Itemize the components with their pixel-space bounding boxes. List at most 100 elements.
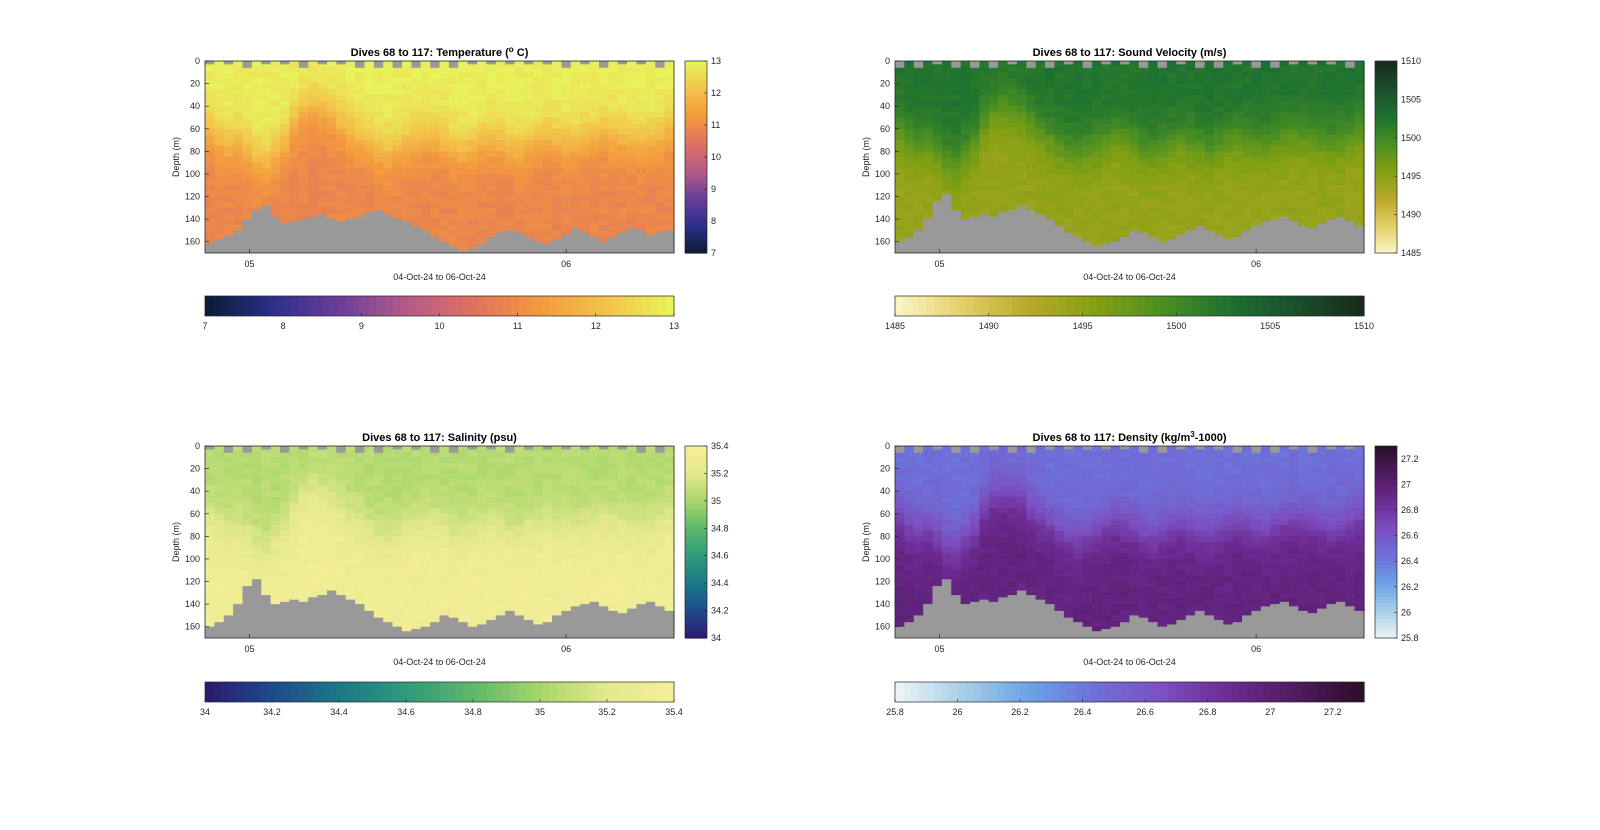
heatmap-cell [477,145,487,152]
heatmap-cell [1101,100,1112,107]
heatmap-cell [317,508,328,515]
heatmap-cell [383,123,394,130]
heatmap-cell [542,592,553,600]
heatmap-cell [1176,145,1187,152]
colorbar-frame [1374,60,1398,254]
heatmap-cell [1298,117,1309,124]
heatmap-cell [448,72,459,79]
heatmap-cell [326,196,337,203]
heatmap-cell [467,66,478,73]
heatmap-cell [214,179,225,186]
heatmap-cell [1101,173,1112,181]
heatmap-cell [1345,140,1356,147]
heatmap-cell [458,575,469,583]
heatmap-cell [345,468,356,475]
heatmap-cell [223,530,234,537]
heatmap-cell [1354,117,1365,124]
heatmap-cell [430,83,441,90]
heatmap-cell [932,100,943,107]
heatmap-cell [636,547,647,554]
heatmap-cell [383,77,394,85]
heatmap-cell [617,230,628,234]
surface-gap [280,446,291,453]
heatmap-cell [373,457,384,464]
heatmap-cell [598,491,609,498]
heatmap-cell [336,66,347,73]
heatmap-cell [1335,202,1346,209]
heatmap-cell [477,530,487,537]
heatmap-cell [1157,173,1168,181]
heatmap-cell [420,151,431,158]
heatmap-cell [1016,168,1027,175]
heatmap-cell [233,117,244,124]
heatmap-cell [627,66,638,73]
heatmap-cell [1204,202,1215,209]
heatmap-cell [627,128,638,136]
heatmap-cell [1110,72,1121,79]
heatmap-cell [383,83,394,90]
heatmap-cell [1138,83,1149,90]
heatmap-cell [904,140,915,147]
heatmap-cell [617,542,628,549]
heatmap-cell [214,553,225,560]
heatmap-cell [439,213,450,220]
heatmap-cell [1195,72,1206,79]
heatmap-cell [932,179,943,186]
heatmap-cell [223,525,234,532]
heatmap-cell [364,151,375,158]
heatmap-cell [477,479,487,487]
heatmap-cell [486,542,497,549]
heatmap-cell [308,77,319,85]
heatmap-cell [1326,72,1337,79]
heatmap-cell [589,140,600,147]
heatmap-cell [214,106,225,113]
heatmap-cell [467,72,478,79]
heatmap-cell [486,496,497,504]
heatmap-cell [345,128,356,136]
heatmap-cell [533,542,544,549]
heatmap-cell [542,162,553,169]
heatmap-cell [941,134,952,141]
heatmap-cell [486,575,497,583]
heatmap-cell [214,157,225,164]
heatmap-cell [411,202,422,209]
colorbar-segment [369,296,378,316]
heatmap-cell [439,604,450,611]
heatmap-cell [533,598,544,605]
heatmap-cell [326,100,337,107]
heatmap-cell [289,547,300,554]
heatmap-cell [570,106,581,113]
heatmap-cell [505,83,516,90]
heatmap-cell [214,83,225,90]
heatmap-cell [1110,61,1121,68]
colorbar-segment [392,296,402,316]
heatmap-cell [298,513,309,521]
colorbar-segment [306,296,316,316]
heatmap-cell [364,558,375,566]
heatmap-cell [552,213,563,220]
heatmap-cell [1288,185,1299,192]
heatmap-cell [655,83,666,90]
heatmap-cell [617,224,628,232]
heatmap-cell [1317,61,1328,68]
heatmap-cell [448,134,459,141]
heatmap-cell [317,581,328,588]
heatmap-cell [580,587,591,594]
heatmap-cell [998,179,1009,186]
heatmap-cell [223,598,234,605]
heatmap-cell [401,117,412,124]
colorbar-segment [290,296,300,316]
heatmap-cell [326,168,337,175]
heatmap-cell [214,230,225,237]
heatmap-cell [514,213,525,220]
heatmap-cell [1167,190,1177,198]
heatmap-cell [420,468,431,475]
heatmap-cell [598,553,609,560]
heatmap-cell [1251,213,1262,220]
heatmap-cell [561,468,572,475]
heatmap-cell [1185,123,1196,130]
heatmap-cell [1082,173,1093,181]
heatmap-cell [280,525,291,532]
heatmap-cell [401,575,412,583]
heatmap-cell [430,111,441,119]
